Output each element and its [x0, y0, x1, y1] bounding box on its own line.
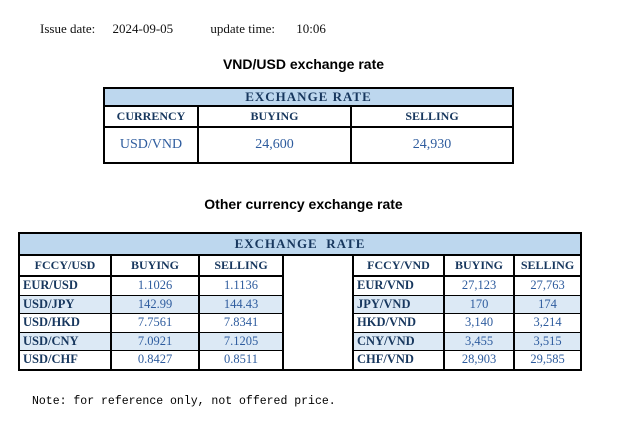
table2-col-vnd-selling: SELLING — [513, 254, 582, 277]
table1-col-currency: CURRENCY — [103, 105, 199, 128]
selling-rate-cell: 144.43 — [198, 294, 284, 314]
other-table-title: Other currency exchange rate — [204, 196, 403, 212]
selling-rate-cell: 29,585 — [513, 350, 582, 370]
table2-col-usd-buying: BUYING — [110, 254, 200, 277]
selling-rate-cell: 0.8511 — [198, 350, 284, 370]
table2-header-band: EXCHANGE RATE — [18, 232, 582, 256]
selling-rate-cell: 3,515 — [513, 331, 582, 351]
pair-cell: USD/CNY — [18, 331, 112, 351]
table1-header-title: EXCHANGE RATE — [103, 87, 514, 107]
update-time-value: 10:06 — [296, 21, 326, 36]
vnd-usd-exchange-rate-table: EXCHANGE RATE CURRENCY BUYING SELLING US… — [103, 87, 514, 164]
selling-rate-cell: 3,214 — [513, 313, 582, 333]
selling-rate-cell: 1.1136 — [198, 275, 284, 296]
table2-col-usd-selling: SELLING — [198, 254, 284, 277]
issue-date-value: 2024-09-05 — [112, 21, 174, 36]
issue-info-line: Issue date: 2024-09-05 update time: 10:0… — [40, 21, 326, 37]
pair-cell: JPY/VND — [352, 294, 445, 314]
buying-rate-cell: 170 — [443, 294, 515, 314]
table2-column-header-row: FCCY/USD BUYING SELLING FCCY/VND BUYING … — [18, 254, 582, 371]
table-row-hkd: USD/HKD 7.7561 7.8341 HKD/VND 3,140 3,21… — [18, 313, 582, 333]
pair-cell: EUR/VND — [352, 275, 445, 296]
currency-pair-cell: USD/VND — [103, 126, 199, 164]
table2-header-title: EXCHANGE RATE — [18, 232, 582, 256]
pair-cell: CHF/VND — [352, 350, 445, 370]
buying-rate-cell: 28,903 — [443, 350, 515, 370]
buying-rate-cell: 7.7561 — [110, 313, 200, 333]
table1-data-row: USD/VND 24,600 24,930 — [103, 126, 514, 164]
buying-rate-cell: 24,600 — [197, 126, 352, 164]
buying-rate-cell: 27,123 — [443, 275, 515, 296]
spacer-column — [282, 254, 354, 371]
table1-header-band: EXCHANGE RATE — [103, 87, 514, 107]
buying-rate-cell: 1.1026 — [110, 275, 200, 296]
pair-cell: USD/JPY — [18, 294, 112, 314]
update-time-label: update time: — [210, 21, 276, 36]
footnote: Note: for reference only, not offered pr… — [32, 395, 336, 408]
selling-rate-cell: 174 — [513, 294, 582, 314]
pair-cell: EUR/USD — [18, 275, 112, 296]
table-row-eur: EUR/USD 1.1026 1.1136 EUR/VND 27,123 27,… — [18, 275, 582, 296]
buying-rate-cell: 0.8427 — [110, 350, 200, 370]
selling-rate-cell: 7.1205 — [198, 331, 284, 351]
table2-col-vnd-buying: BUYING — [443, 254, 515, 277]
table2-col-fccy-usd: FCCY/USD — [18, 254, 112, 277]
buying-rate-cell: 3,140 — [443, 313, 515, 333]
issue-date-label: Issue date: — [40, 21, 96, 36]
buying-rate-cell: 142.99 — [110, 294, 200, 314]
usd-table-title: VND/USD exchange rate — [222, 56, 385, 72]
table2-col-fccy-vnd: FCCY/VND — [352, 254, 445, 277]
buying-rate-cell: 7.0921 — [110, 331, 200, 351]
other-currency-exchange-rate-table: EXCHANGE RATE FCCY/USD BUYING SELLING FC… — [18, 232, 582, 371]
table1-col-buying: BUYING — [197, 105, 352, 128]
pair-cell: HKD/VND — [352, 313, 445, 333]
selling-rate-cell: 7.8341 — [198, 313, 284, 333]
pair-cell: USD/HKD — [18, 313, 112, 333]
table1-col-selling: SELLING — [350, 105, 514, 128]
buying-rate-cell: 3,455 — [443, 331, 515, 351]
table-row-cny: USD/CNY 7.0921 7.1205 CNY/VND 3,455 3,51… — [18, 331, 582, 351]
selling-rate-cell: 27,763 — [513, 275, 582, 296]
table1-column-header-row: CURRENCY BUYING SELLING — [103, 105, 514, 128]
table-row-chf: USD/CHF 0.8427 0.8511 CHF/VND 28,903 29,… — [18, 350, 582, 370]
pair-cell: USD/CHF — [18, 350, 112, 370]
table-row-jpy: USD/JPY 142.99 144.43 JPY/VND 170 174 — [18, 294, 582, 314]
pair-cell: CNY/VND — [352, 331, 445, 351]
selling-rate-cell: 24,930 — [350, 126, 514, 164]
